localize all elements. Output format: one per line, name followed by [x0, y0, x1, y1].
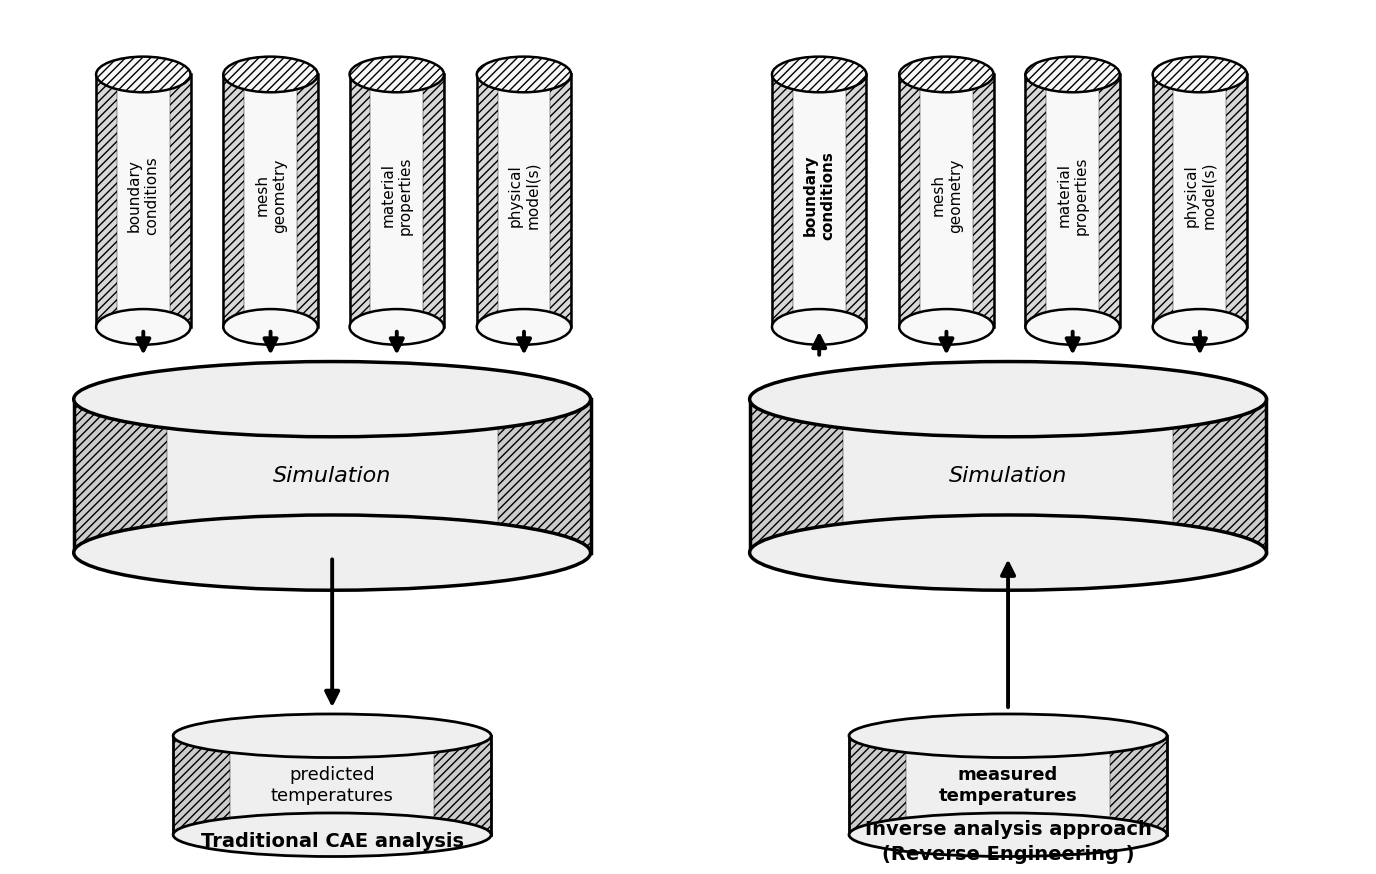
- Bar: [350, 74, 444, 327]
- Ellipse shape: [1153, 57, 1247, 93]
- Ellipse shape: [849, 813, 1167, 857]
- Text: Simulation: Simulation: [272, 466, 391, 486]
- Bar: [498, 399, 590, 552]
- Bar: [1025, 74, 1120, 327]
- Bar: [350, 74, 370, 327]
- Bar: [899, 74, 993, 327]
- Bar: [550, 74, 571, 327]
- Bar: [772, 74, 793, 327]
- Ellipse shape: [477, 57, 571, 93]
- Bar: [74, 399, 166, 552]
- Text: measured
temperatures: measured temperatures: [938, 766, 1077, 805]
- Bar: [433, 736, 491, 835]
- Text: material
properties: material properties: [381, 156, 413, 234]
- Ellipse shape: [96, 57, 190, 93]
- Ellipse shape: [1153, 309, 1247, 344]
- Bar: [74, 399, 590, 552]
- Bar: [550, 74, 571, 327]
- Bar: [96, 74, 190, 327]
- Bar: [1110, 736, 1167, 835]
- Bar: [223, 74, 318, 327]
- Ellipse shape: [750, 515, 1266, 590]
- Bar: [973, 74, 993, 327]
- Bar: [297, 74, 318, 327]
- Bar: [750, 399, 1266, 552]
- Bar: [169, 74, 190, 327]
- Bar: [1226, 74, 1247, 327]
- Bar: [1153, 74, 1247, 327]
- Ellipse shape: [772, 309, 867, 344]
- Ellipse shape: [223, 309, 318, 344]
- Ellipse shape: [74, 515, 590, 590]
- Text: physical
model(s): physical model(s): [508, 162, 541, 229]
- Text: boundary
conditions: boundary conditions: [127, 156, 160, 235]
- Bar: [849, 736, 1167, 835]
- Text: Traditional CAE analysis: Traditional CAE analysis: [201, 832, 464, 851]
- Bar: [899, 74, 921, 327]
- Ellipse shape: [350, 57, 444, 93]
- Bar: [846, 74, 867, 327]
- Bar: [169, 74, 190, 327]
- Ellipse shape: [849, 714, 1167, 758]
- Ellipse shape: [223, 57, 318, 93]
- Bar: [477, 74, 571, 327]
- Bar: [849, 736, 907, 835]
- Bar: [223, 74, 244, 327]
- Bar: [477, 74, 498, 327]
- Text: Inverse analysis approach
(Reverse Engineering ): Inverse analysis approach (Reverse Engin…: [864, 820, 1152, 864]
- Bar: [1226, 74, 1247, 327]
- Text: physical
model(s): physical model(s): [1183, 162, 1216, 229]
- Bar: [1174, 399, 1266, 552]
- Ellipse shape: [74, 362, 590, 437]
- Ellipse shape: [173, 714, 491, 758]
- Ellipse shape: [96, 309, 190, 344]
- Bar: [1110, 736, 1167, 835]
- Bar: [1153, 74, 1174, 327]
- Bar: [96, 74, 117, 327]
- Bar: [96, 74, 117, 327]
- Ellipse shape: [350, 309, 444, 344]
- Bar: [173, 736, 491, 835]
- Bar: [433, 736, 491, 835]
- Bar: [750, 399, 842, 552]
- Ellipse shape: [173, 813, 491, 857]
- Bar: [1099, 74, 1120, 327]
- Bar: [477, 74, 498, 327]
- Text: predicted
temperatures: predicted temperatures: [271, 766, 394, 805]
- Bar: [849, 736, 907, 835]
- Bar: [297, 74, 318, 327]
- Ellipse shape: [750, 362, 1266, 437]
- Text: material
properties: material properties: [1057, 156, 1088, 234]
- Bar: [1025, 74, 1046, 327]
- Bar: [772, 74, 867, 327]
- Bar: [1025, 74, 1046, 327]
- Ellipse shape: [1025, 57, 1120, 93]
- Bar: [498, 399, 590, 552]
- Ellipse shape: [899, 57, 993, 93]
- Bar: [772, 74, 793, 327]
- Bar: [750, 399, 842, 552]
- Bar: [424, 74, 444, 327]
- Ellipse shape: [899, 309, 993, 344]
- Ellipse shape: [477, 309, 571, 344]
- Bar: [173, 736, 230, 835]
- Text: boundary
conditions: boundary conditions: [804, 151, 835, 239]
- Bar: [74, 399, 166, 552]
- Text: mesh
geometry: mesh geometry: [930, 158, 963, 232]
- Text: mesh
geometry: mesh geometry: [255, 158, 286, 232]
- Bar: [424, 74, 444, 327]
- Bar: [1174, 399, 1266, 552]
- Bar: [1099, 74, 1120, 327]
- Bar: [973, 74, 993, 327]
- Bar: [350, 74, 370, 327]
- Bar: [846, 74, 867, 327]
- Ellipse shape: [772, 57, 867, 93]
- Bar: [223, 74, 244, 327]
- Text: Simulation: Simulation: [949, 466, 1068, 486]
- Bar: [899, 74, 921, 327]
- Bar: [1153, 74, 1174, 327]
- Bar: [173, 736, 230, 835]
- Ellipse shape: [1025, 309, 1120, 344]
